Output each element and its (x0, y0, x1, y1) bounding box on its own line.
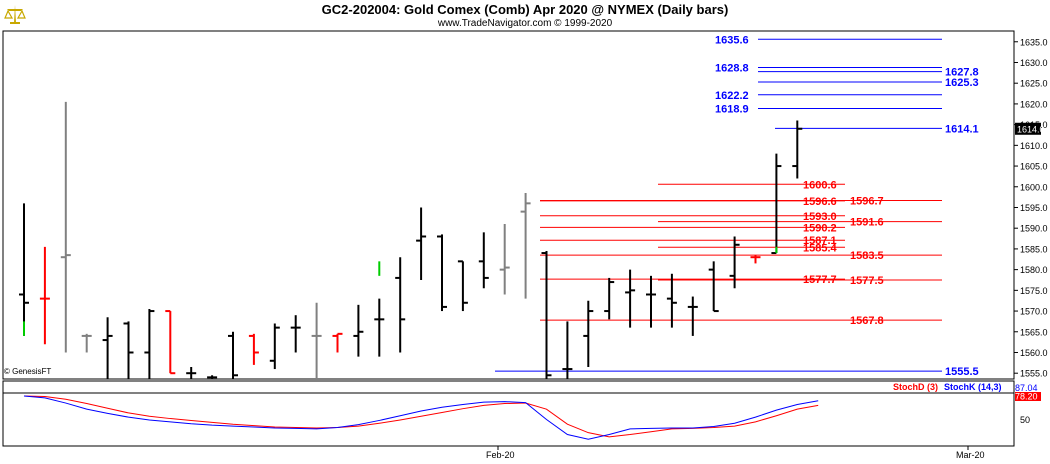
chart-subtitle: www.TradeNavigator.com © 1999-2020 (437, 18, 613, 29)
price-axis-tick-label: 1620.0 (1020, 99, 1048, 109)
price-axis-tick-label: 1625.0 (1020, 79, 1048, 89)
stochastic-axis-label: 50 (1020, 415, 1030, 425)
price-axis-tick-label: 1610.0 (1020, 141, 1048, 151)
price-level-label: 1614.1 (945, 123, 979, 135)
price-level-label: 1596.6 (803, 196, 837, 208)
price-axis-tick-label: 1560.0 (1020, 348, 1048, 358)
price-level-label: 1600.6 (803, 179, 837, 191)
price-level-label: 1567.8 (850, 315, 884, 327)
trade-navigator-logo-icon (4, 5, 26, 24)
stochastic-panel-frame (2, 380, 1015, 447)
price-level-label: 1585.4 (803, 242, 838, 254)
stochk-last-value: 87.04 (1015, 383, 1038, 393)
price-axis-tick-label: 1585.0 (1020, 244, 1048, 254)
price-level-label: 1622.2 (715, 90, 749, 102)
price-level-label: 1555.5 (945, 366, 979, 378)
x-axis-label: Feb-20 (486, 450, 515, 460)
price-axis-tick-label: 1635.0 (1020, 37, 1048, 47)
stochk-legend: StochK (14,3) (944, 382, 1002, 392)
stochd-line (23, 395, 819, 438)
price-level-label: 1577.5 (850, 275, 884, 287)
price-axis-tick-label: 1575.0 (1020, 286, 1048, 296)
price-axis-tick-label: 1600.0 (1020, 182, 1048, 192)
price-axis-tick-label: 1605.0 (1020, 162, 1048, 172)
price-axis-tick-label: 1590.0 (1020, 224, 1048, 234)
last-price-label: 1614.0 (1017, 124, 1045, 134)
price-axis-tick-label: 1595.0 (1020, 203, 1048, 213)
price-panel-frame (2, 30, 1015, 380)
stochk-line (23, 395, 819, 440)
price-axis-tick-label: 1630.0 (1020, 58, 1048, 68)
genesis-watermark: © GenesisFT (4, 367, 51, 376)
price-axis-tick-label: 1570.0 (1020, 307, 1048, 317)
stochd-last-value: 78.20 (1015, 392, 1038, 402)
price-level-label: 1583.5 (850, 250, 884, 262)
chart-title: GC2-202004: Gold Comex (Comb) Apr 2020 @… (321, 2, 729, 17)
price-level-label: 1587.1 (803, 235, 837, 247)
price-level-label: 1628.8 (715, 62, 749, 74)
price-level-label: 1590.2 (803, 222, 837, 234)
price-level-label: 1625.3 (945, 77, 979, 89)
price-level-label: 1591.6 (850, 217, 884, 229)
price-level-label: 1618.9 (715, 103, 749, 115)
x-axis-label: Mar-20 (956, 450, 985, 460)
price-axis-tick-label: 1580.0 (1020, 265, 1048, 275)
stochk-last-value-box (1015, 384, 1041, 393)
price-level-label: 1596.7 (850, 195, 884, 207)
stochd-legend: StochD (3) (893, 382, 938, 392)
stochd-last-value-box (1015, 392, 1041, 401)
price-level-label: 1635.6 (715, 34, 749, 46)
price-level-label: 1593.0 (803, 211, 837, 223)
price-level-label: 1627.8 (945, 67, 979, 79)
last-price-marker (1015, 122, 1041, 135)
price-axis-tick-label: 1565.0 (1020, 327, 1048, 337)
price-axis-tick-label: 1555.0 (1020, 369, 1048, 379)
